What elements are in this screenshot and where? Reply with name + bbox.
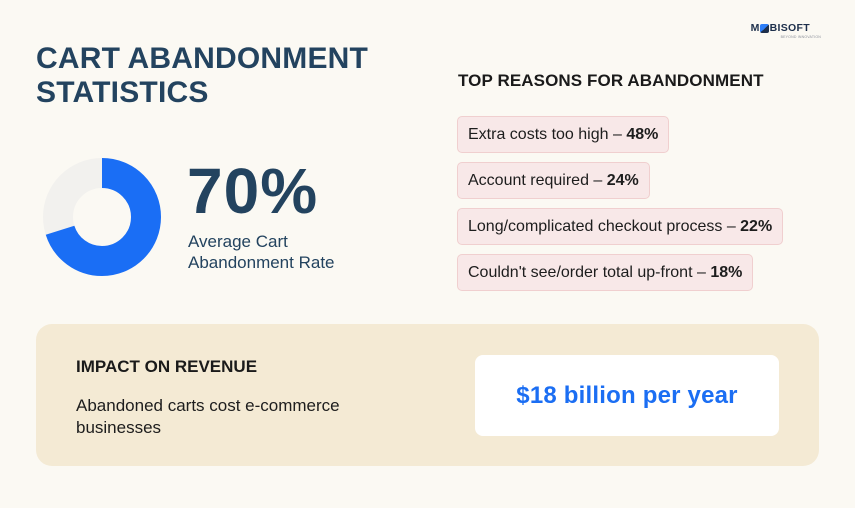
reason-text: Extra costs too high – xyxy=(468,126,627,143)
reason-value: 22% xyxy=(740,218,773,235)
reason-text: Couldn't see/order total up-front – xyxy=(468,264,711,281)
logo-wordmark: M BISOFT xyxy=(751,22,810,34)
impact-panel: IMPACT ON REVENUE Abandoned carts cost e… xyxy=(36,324,819,466)
impact-heading: IMPACT ON REVENUE xyxy=(76,357,258,376)
logo-suffix: BISOFT xyxy=(769,22,810,34)
reason-item: Long/complicated checkout process – 22% xyxy=(457,208,784,245)
impact-value: $18 billion per year xyxy=(516,381,738,409)
reason-item: Extra costs too high – 48% xyxy=(457,116,670,153)
reasons-heading: TOP REASONS FOR ABANDONMENT xyxy=(458,71,764,90)
reason-value: 48% xyxy=(626,126,659,143)
headline-label: Average Cart Abandonment Rate xyxy=(188,232,335,272)
abandonment-donut-chart xyxy=(43,158,161,276)
reason-text: Account required – xyxy=(468,172,607,189)
page-title: CART ABANDONMENT STATISTICS xyxy=(36,42,368,110)
donut-fill-arc xyxy=(43,158,161,276)
reason-text: Long/complicated checkout process – xyxy=(468,218,741,235)
mobisoft-logo-icon xyxy=(760,23,770,33)
reason-item: Account required – 24% xyxy=(457,162,650,199)
title-line-2: STATISTICS xyxy=(36,76,209,109)
reasons-list: Extra costs too high – 48% Account requi… xyxy=(457,116,784,300)
logo-tagline: BEYOND INNOVATION xyxy=(780,35,821,39)
headline-percentage: 70% xyxy=(187,155,319,227)
reason-item: Couldn't see/order total up-front – 18% xyxy=(457,254,754,291)
logo-prefix: M xyxy=(750,22,760,34)
impact-description: Abandoned carts cost e-commerce business… xyxy=(76,396,340,437)
title-line-1: CART ABANDONMENT xyxy=(36,42,369,75)
reason-value: 18% xyxy=(710,264,743,281)
impact-value-card: $18 billion per year xyxy=(475,355,779,436)
brand-logo: M BISOFT BEYOND INNOVATION xyxy=(751,22,821,39)
reason-value: 24% xyxy=(606,172,639,189)
